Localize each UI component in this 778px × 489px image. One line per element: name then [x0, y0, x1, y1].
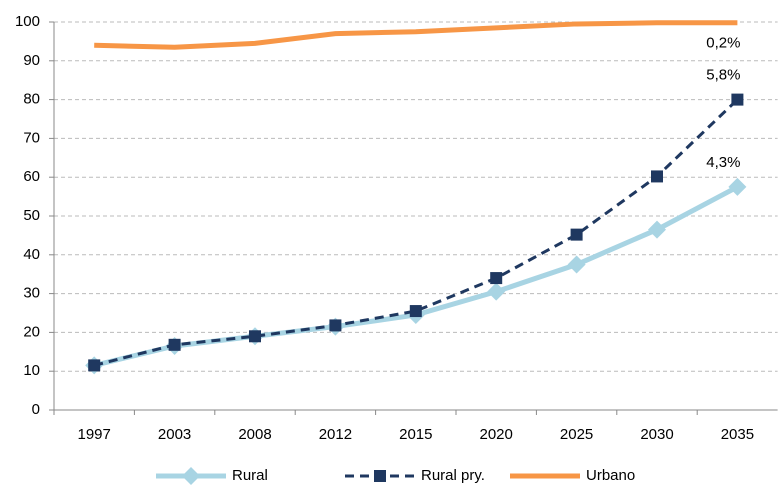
y-tick-label: 40	[23, 246, 40, 263]
point	[249, 330, 261, 343]
end-label: 5,8%	[706, 67, 740, 84]
x-tick-label: 2015	[399, 426, 432, 443]
y-tick-label: 50	[23, 207, 40, 224]
y-tick-label: 10	[23, 362, 40, 379]
legend-label: Urbano	[586, 467, 635, 484]
legend-label: Rural	[232, 467, 268, 484]
x-tick-label: 2003	[158, 426, 191, 443]
point	[570, 228, 583, 241]
legend-marker	[182, 467, 200, 485]
point	[731, 93, 744, 106]
point	[168, 338, 181, 351]
end-label: 0,2%	[706, 35, 740, 52]
y-tick-label: 100	[15, 13, 40, 30]
y-tick-label: 20	[23, 323, 40, 340]
y-tick-label: 30	[23, 285, 40, 302]
point	[329, 319, 342, 332]
point	[88, 359, 101, 372]
end-label: 4,3%	[706, 154, 740, 171]
x-tick-label: 2008	[238, 426, 271, 443]
y-tick-label: 80	[23, 91, 40, 108]
legend-label: Rural pry.	[421, 467, 485, 484]
legend-marker	[374, 470, 386, 482]
point	[487, 282, 506, 301]
x-tick-label: 2035	[721, 426, 754, 443]
y-tick-label: 90	[23, 52, 40, 69]
line	[93, 98, 739, 367]
line	[93, 184, 739, 368]
line	[94, 20, 738, 50]
x-tick-label: 2030	[640, 426, 673, 443]
point	[567, 255, 586, 274]
y-tick-label: 60	[23, 168, 40, 185]
point	[648, 220, 666, 239]
x-tick-label: 2025	[560, 426, 593, 443]
x-tick-label: 1997	[78, 426, 111, 443]
point	[490, 272, 503, 285]
y-tick-label: 0	[32, 401, 40, 418]
point	[409, 305, 422, 318]
point	[651, 170, 663, 183]
x-tick-label: 2012	[319, 426, 352, 443]
y-tick-label: 70	[23, 129, 40, 146]
x-tick-label: 2020	[480, 426, 513, 443]
point	[728, 177, 747, 196]
